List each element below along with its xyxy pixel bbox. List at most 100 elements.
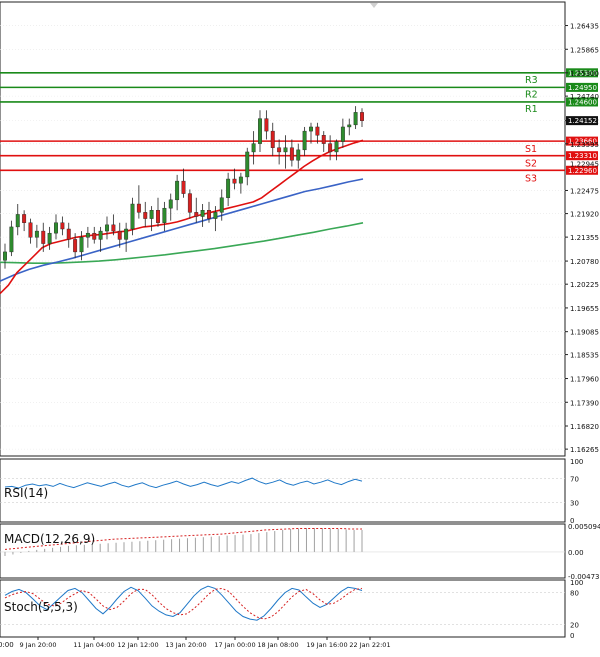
candle-body — [296, 149, 301, 161]
candle-body — [277, 147, 282, 153]
candle-body — [22, 214, 27, 223]
macd-panel: 0.005094 0.00 -0.004731 MACD(12,26,9) — [0, 523, 600, 581]
price-tick-label: 1.21920 — [570, 211, 599, 219]
candle-body — [105, 224, 109, 232]
candle-body — [270, 130, 275, 148]
stochastic-series — [4, 585, 363, 621]
level-name-s2: S2 — [525, 159, 537, 170]
price-tick-label: 1.22475 — [570, 187, 599, 195]
level-price-tag — [566, 68, 598, 78]
price-tick-label: 1.23595 — [570, 141, 599, 149]
price-tick-label: 1.17960 — [570, 376, 599, 384]
ma-mid-line — [0, 178, 364, 282]
level-name-r3: R3 — [525, 75, 538, 86]
level-price-label: 1.23310 — [568, 152, 597, 160]
price-tick-label: 1.18535 — [570, 352, 599, 360]
candle-body — [111, 224, 116, 232]
price-tick-label: 1.26435 — [570, 23, 599, 31]
candle-body — [9, 226, 14, 253]
current-price-tag — [566, 116, 598, 126]
candle-body — [47, 232, 52, 244]
candle-body — [207, 210, 211, 219]
candle-body — [264, 118, 269, 132]
candle-body — [181, 180, 186, 194]
time-tick-label: 12 Jan 12:00 — [117, 641, 158, 649]
candle-body — [73, 239, 78, 253]
price-tick-label: 1.17390 — [570, 399, 599, 407]
ma-slow-line — [0, 222, 364, 265]
rsi-tick-label: 30 — [570, 499, 579, 507]
stochastic-panel: 100 80 20 0 Stoch(5,5,3) — [0, 579, 583, 640]
macd-tick-label: 0.005094 — [568, 523, 600, 531]
candle-body — [289, 147, 294, 161]
candle-body — [360, 112, 364, 121]
candle-body — [149, 210, 154, 219]
scroll-marker-icon[interactable] — [370, 3, 378, 8]
support-resistance-levels: R3 1.25300 R2 1.24950 R1 1.24600 S1 1.23660 S2 1.… — [0, 68, 598, 184]
candle-body — [187, 193, 192, 213]
candle-body — [54, 222, 58, 234]
rsi-series — [4, 477, 363, 489]
candle-body — [60, 222, 65, 230]
macd-axis: 0.005094 0.00 -0.004731 — [568, 523, 600, 581]
candle-body — [66, 228, 71, 240]
price-panel-frame — [0, 1, 566, 457]
moving-averages — [0, 139, 364, 295]
time-tick-label: 17 Jan 00:00 — [214, 641, 255, 649]
current-price-label: 1.24152 — [568, 117, 597, 125]
candle-body — [130, 203, 135, 230]
level-name-s1: S1 — [525, 144, 537, 155]
rsi-tick-label: 0 — [570, 517, 574, 525]
stochastic-tick-label: 80 — [570, 590, 579, 598]
stochastic-k-line — [4, 585, 363, 621]
price-tick-label: 1.16265 — [570, 446, 599, 454]
candle-body — [136, 203, 141, 213]
level-price-tag — [566, 82, 598, 92]
candle-body — [143, 212, 148, 219]
candle-body — [79, 237, 84, 253]
candle-body — [41, 230, 46, 244]
level-price-label: 1.22960 — [568, 167, 597, 175]
candlesticks — [3, 106, 364, 269]
candle-body — [162, 207, 167, 223]
macd-tick-label: 0.00 — [568, 549, 584, 557]
stochastic-tick-label: 0 — [570, 632, 574, 640]
candle-body — [85, 232, 90, 238]
level-price-tag — [566, 97, 598, 107]
macd-tick-label: -0.004731 — [568, 573, 600, 581]
price-tick-label: 1.19085 — [570, 329, 599, 337]
candle-body — [258, 118, 262, 144]
ma-fast-line — [0, 139, 364, 295]
price-tick-label: 1.25300 — [570, 70, 599, 78]
level-price-label: 1.24950 — [568, 84, 597, 92]
candle-body — [213, 212, 218, 219]
price-grid — [0, 25, 565, 450]
rsi-tick-label: 70 — [570, 476, 579, 484]
rsi-panel: 100 70 30 0 RSI(14) — [0, 458, 583, 525]
candle-body — [328, 143, 333, 153]
candle-body — [219, 197, 224, 213]
candle-body — [321, 135, 326, 144]
price-axis: 1.26435 1.25865 1.25300 1.24740 1.24152 1.235… — [565, 23, 599, 454]
candle-body — [251, 143, 256, 153]
level-price-tag — [566, 151, 598, 161]
time-label-truncated: 0:00 — [0, 641, 14, 649]
time-tick-label: 11 Jan 04:00 — [73, 641, 114, 649]
candle-body — [315, 126, 320, 136]
candle-body — [15, 214, 20, 228]
level-name-r1: R1 — [525, 104, 538, 115]
candle-body — [302, 130, 307, 151]
level-price-label: 1.25300 — [568, 69, 597, 77]
candle-body — [156, 210, 160, 223]
stochastic-label: Stoch(5,5,3) — [4, 600, 78, 614]
time-tick-label: 13 Jan 20:00 — [165, 641, 206, 649]
level-price-label: 1.24600 — [568, 98, 597, 106]
candle-body — [194, 212, 199, 217]
rsi-axis: 100 70 30 0 — [570, 458, 583, 525]
candle-body — [353, 112, 358, 126]
candle-body — [124, 228, 129, 240]
price-tick-label: 1.19655 — [570, 305, 599, 313]
rsi-line — [4, 477, 363, 489]
